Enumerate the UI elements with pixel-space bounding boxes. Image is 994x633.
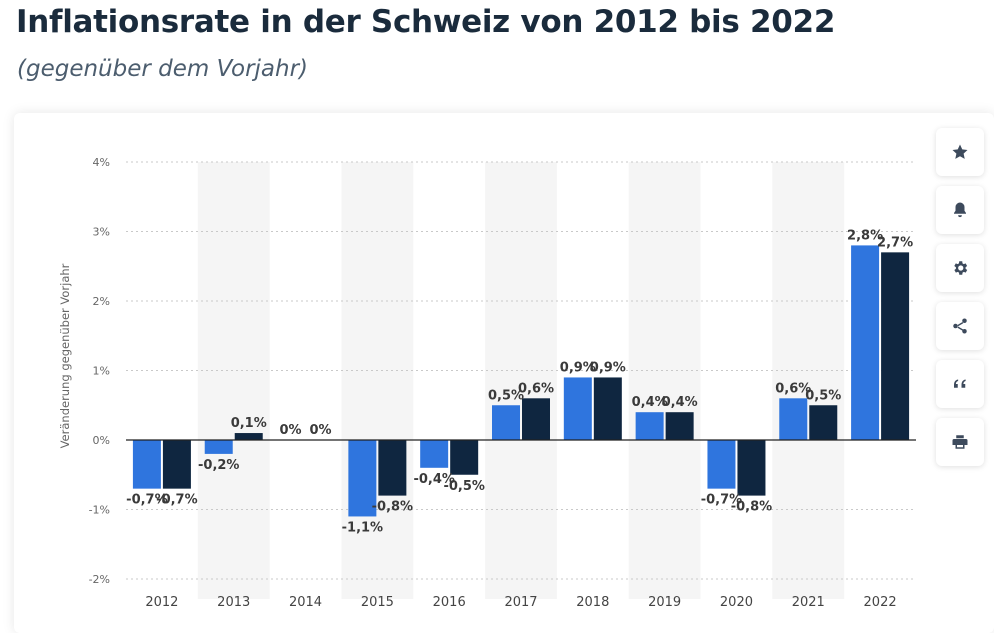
cite-button[interactable] xyxy=(936,360,984,408)
bar-series-2[interactable] xyxy=(522,398,550,440)
category-band xyxy=(628,162,701,599)
x-tick-label: 2016 xyxy=(433,595,466,610)
data-label: -1,1% xyxy=(342,520,383,535)
data-label: 0,6% xyxy=(518,381,554,396)
x-tick-label: 2017 xyxy=(504,595,537,610)
share-button[interactable] xyxy=(936,302,984,350)
data-label: -0,4% xyxy=(413,472,454,487)
y-tick-label: -2% xyxy=(89,573,110,586)
toolbar xyxy=(936,128,984,476)
x-tick-label: 2013 xyxy=(217,595,250,610)
bar-series-2[interactable] xyxy=(378,440,407,496)
print-button[interactable] xyxy=(936,418,984,466)
x-tick-label: 2019 xyxy=(648,595,681,610)
favorite-button[interactable] xyxy=(936,128,984,176)
y-tick-label: 4% xyxy=(93,156,110,169)
y-tick-label: 3% xyxy=(93,226,110,239)
bar-series-2[interactable] xyxy=(234,433,263,440)
data-label: 0,9% xyxy=(590,360,626,375)
category-band xyxy=(772,162,845,599)
data-label: 2,7% xyxy=(877,235,913,250)
page-subtitle: (gegenüber dem Vorjahr) xyxy=(17,56,309,82)
data-label: -0,2% xyxy=(198,458,239,473)
data-label: -0,8% xyxy=(731,500,772,515)
x-tick-label: 2022 xyxy=(864,595,897,610)
data-label: -0,7% xyxy=(156,493,197,508)
quote-icon xyxy=(954,379,966,388)
category-band xyxy=(485,162,557,599)
bar-series-1[interactable] xyxy=(492,405,520,440)
data-label: 0,4% xyxy=(632,395,668,410)
bar-series-1[interactable] xyxy=(779,398,808,440)
data-label: 0,6% xyxy=(775,381,811,396)
star-icon xyxy=(952,144,968,159)
bar-series-2[interactable] xyxy=(593,377,622,440)
x-tick-label: 2012 xyxy=(145,595,178,610)
bar-series-1[interactable] xyxy=(132,440,161,489)
bar-series-2[interactable] xyxy=(881,252,910,440)
data-label: -0,7% xyxy=(701,493,742,508)
notification-button[interactable] xyxy=(936,186,984,234)
category-band xyxy=(341,162,414,599)
data-label: 0,1% xyxy=(231,416,267,431)
bar-series-2[interactable] xyxy=(162,440,191,489)
y-tick-label: 1% xyxy=(93,365,110,378)
data-label: 0,5% xyxy=(488,388,524,403)
category-band xyxy=(197,162,270,599)
data-label: 0,5% xyxy=(805,388,841,403)
bar-series-1[interactable] xyxy=(204,440,233,454)
x-tick-label: 2021 xyxy=(792,595,825,610)
chart-card: 4% 3% 2% 1% 0% -1% -2% -0,7% -0,2% 0% -1,1% -0,4% 0… xyxy=(14,113,994,633)
data-label: 0,9% xyxy=(560,360,596,375)
data-label: -0,5% xyxy=(443,479,484,494)
bar-series-1[interactable] xyxy=(563,377,592,440)
bar-series-1[interactable] xyxy=(420,440,449,468)
settings-button[interactable] xyxy=(936,244,984,292)
x-tick-label: 2018 xyxy=(576,595,609,610)
data-label: 2,8% xyxy=(847,228,883,243)
x-tick-label: 2014 xyxy=(289,595,322,610)
data-label: 0% xyxy=(310,423,332,438)
x-tick-label: 2015 xyxy=(361,595,394,610)
y-axis-label: Veränderung gegenüber Vorjahr xyxy=(58,263,72,448)
data-label: 0,4% xyxy=(662,395,698,410)
x-tick-label: 2020 xyxy=(720,595,753,610)
y-tick-label: 2% xyxy=(93,295,110,308)
page-title: Inflationsrate in der Schweiz von 2012 b… xyxy=(16,4,836,40)
y-tick-label: -1% xyxy=(89,504,110,517)
bar-series-1[interactable] xyxy=(635,412,664,440)
bar-series-2[interactable] xyxy=(665,412,694,440)
bar-series-2[interactable] xyxy=(450,440,479,475)
data-label: -0,7% xyxy=(126,493,167,508)
share-icon xyxy=(953,318,967,334)
gear-icon xyxy=(954,261,968,275)
bar-series-2[interactable] xyxy=(809,405,838,440)
bar-series-1[interactable] xyxy=(707,440,736,489)
printer-icon xyxy=(952,435,968,449)
bell-icon xyxy=(954,202,966,218)
bar-series-1[interactable] xyxy=(851,245,880,440)
data-label: 0% xyxy=(280,423,302,438)
bar-series-2[interactable] xyxy=(737,440,766,496)
y-tick-label: 0% xyxy=(93,434,110,447)
bar-series-1[interactable] xyxy=(348,440,377,517)
inflation-bar-chart: 4% 3% 2% 1% 0% -1% -2% -0,7% -0,2% 0% -1,1% -0,4% 0… xyxy=(58,156,916,610)
data-label: -0,8% xyxy=(372,500,413,515)
